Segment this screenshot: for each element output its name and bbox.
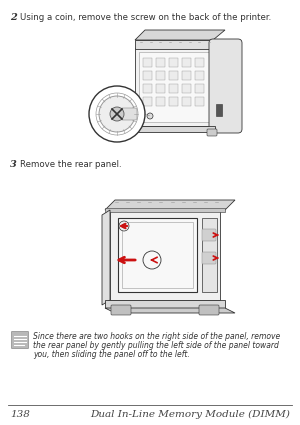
FancyBboxPatch shape [135, 48, 213, 126]
Bar [156, 71, 165, 80]
Text: Dual In-Line Memory Module (DIMM): Dual In-Line Memory Module (DIMM) [90, 410, 290, 419]
Bar [195, 71, 204, 80]
Polygon shape [135, 30, 225, 40]
FancyBboxPatch shape [199, 305, 219, 315]
FancyBboxPatch shape [121, 108, 137, 120]
Text: Since there are two hooks on the right side of the panel, remove: Since there are two hooks on the right s… [33, 332, 280, 341]
Text: Using a coin, remove the screw on the back of the printer.: Using a coin, remove the screw on the ba… [20, 13, 271, 22]
Bar [169, 71, 178, 80]
Bar [110, 210, 220, 300]
Polygon shape [105, 308, 235, 313]
Polygon shape [105, 200, 235, 210]
Bar [182, 71, 191, 80]
Bar [122, 222, 193, 288]
Bar [216, 104, 222, 116]
FancyBboxPatch shape [111, 305, 131, 315]
Bar [169, 84, 178, 93]
Bar [105, 300, 225, 308]
FancyBboxPatch shape [207, 129, 217, 136]
Bar [182, 58, 191, 67]
Text: the rear panel by gently pulling the left side of the panel toward: the rear panel by gently pulling the lef… [33, 341, 279, 350]
Bar [105, 208, 225, 212]
Bar [195, 58, 204, 67]
Text: 3: 3 [10, 160, 17, 169]
Bar [182, 84, 191, 93]
Bar [169, 58, 178, 67]
FancyBboxPatch shape [202, 229, 216, 241]
FancyBboxPatch shape [202, 252, 216, 264]
FancyBboxPatch shape [209, 39, 242, 133]
Text: you, then sliding the panel off to the left.: you, then sliding the panel off to the l… [33, 350, 190, 359]
Bar [143, 84, 152, 93]
Bar [139, 52, 209, 122]
Text: Remove the rear panel.: Remove the rear panel. [20, 160, 122, 169]
Bar [143, 71, 152, 80]
FancyBboxPatch shape [11, 332, 28, 348]
Bar [202, 218, 217, 292]
Bar [195, 84, 204, 93]
Bar [156, 97, 165, 106]
Circle shape [110, 107, 124, 121]
Bar [143, 97, 152, 106]
Bar [135, 40, 213, 49]
Text: 138: 138 [10, 410, 30, 419]
Bar [156, 58, 165, 67]
Circle shape [99, 96, 135, 132]
Bar [182, 97, 191, 106]
Bar [143, 58, 152, 67]
Bar [118, 218, 197, 292]
Circle shape [147, 113, 153, 119]
Text: 2: 2 [10, 13, 17, 22]
Bar [195, 97, 204, 106]
Bar [169, 97, 178, 106]
Bar [156, 84, 165, 93]
Circle shape [119, 221, 129, 231]
Polygon shape [102, 210, 110, 305]
Circle shape [89, 86, 145, 142]
Bar [133, 126, 215, 132]
